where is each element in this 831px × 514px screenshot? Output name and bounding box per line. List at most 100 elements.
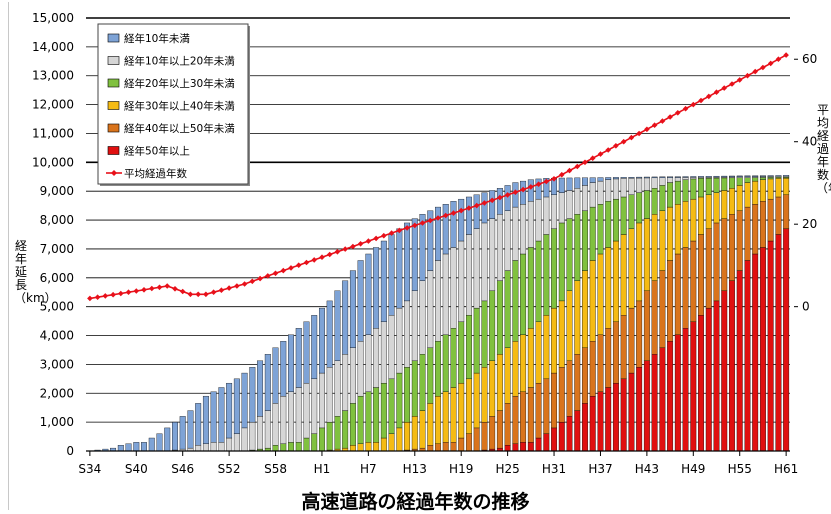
bar-segment — [566, 177, 573, 191]
y-tick-label: 4,000 — [40, 329, 74, 343]
bar-segment — [272, 403, 279, 446]
bar-segment — [736, 270, 743, 452]
y-axis-label: 経年延長（km） — [14, 239, 57, 305]
y-tick-label: 9,000 — [40, 184, 74, 198]
bar-segment — [690, 198, 697, 242]
bar-segment — [527, 387, 534, 443]
average-age-point — [342, 246, 348, 252]
average-age-point — [783, 52, 789, 58]
y-tick-label: 13,000 — [32, 69, 74, 83]
bar-segment — [465, 378, 472, 434]
bar-segment — [628, 177, 635, 195]
bar-segment — [388, 315, 395, 380]
bar-segment — [628, 228, 635, 309]
bar-segment — [775, 196, 782, 235]
bar-segment — [636, 222, 643, 302]
bar-segment — [659, 210, 666, 271]
bar-segment — [713, 175, 720, 178]
average-age-point — [326, 251, 333, 258]
average-age-point — [311, 257, 317, 263]
bar-segment — [496, 214, 503, 281]
bar-segment — [520, 180, 527, 205]
bar-segment — [481, 222, 488, 302]
bar-segment — [141, 442, 147, 452]
x-tick-label: H49 — [681, 462, 705, 476]
y-tick-label: 2,000 — [40, 386, 74, 400]
bar-segment — [504, 445, 511, 452]
bar-segment — [419, 280, 426, 355]
bar-segment — [535, 178, 542, 200]
bar-segment — [543, 433, 550, 452]
average-age-point — [87, 295, 93, 302]
y-tick-label: 15,000 — [32, 11, 74, 25]
bar-segment — [674, 253, 681, 335]
average-age-point — [528, 184, 534, 190]
average-age-point — [241, 281, 248, 287]
bar-segment — [767, 177, 774, 180]
average-age-point — [450, 210, 457, 216]
legend-label: 経年50年以上 — [124, 145, 190, 158]
bar-segment — [566, 416, 573, 452]
bar-segment — [458, 240, 465, 323]
bar-segment — [551, 307, 558, 374]
y-tick-label: 10,000 — [32, 155, 74, 169]
bar-segment — [388, 234, 395, 316]
bar-segment — [783, 175, 790, 177]
y-tick-label: 1,000 — [40, 415, 74, 429]
legend-label: 経年30年以上40年未満 — [124, 100, 235, 113]
bar-segment — [334, 416, 341, 450]
bar-segment — [512, 395, 519, 444]
bar-segment — [295, 328, 302, 388]
bar-segment — [767, 178, 774, 200]
bar-segment — [643, 360, 650, 452]
bar-segment — [690, 240, 697, 323]
average-age-point — [713, 89, 720, 95]
bar-segment — [133, 442, 140, 452]
average-age-point — [210, 289, 217, 295]
bar-segment — [775, 175, 782, 177]
bar-segment — [783, 194, 790, 229]
average-age-point — [149, 285, 155, 292]
bar-segment — [705, 176, 712, 178]
bar-segment — [349, 403, 356, 446]
bar-segment — [357, 395, 364, 444]
bar-segment — [435, 260, 441, 342]
bar-segment — [620, 315, 627, 380]
average-age-point — [249, 278, 256, 285]
y2-axis-ticks: 0 20 40 60 — [794, 52, 817, 314]
average-age-point — [636, 130, 642, 137]
x-tick-label: S46 — [171, 462, 194, 476]
average-age-point — [102, 293, 109, 299]
bar-segment — [705, 228, 712, 309]
bar-segment — [721, 175, 728, 178]
bar-segment — [264, 410, 271, 449]
bar-segment — [419, 354, 426, 411]
y-tick-label: 3,000 — [40, 357, 74, 371]
bar-series — [94, 175, 790, 452]
bar-segment — [357, 443, 364, 452]
average-age-point — [690, 101, 697, 108]
bar-segment — [597, 253, 604, 335]
bar-segment — [620, 196, 627, 235]
bar-segment — [597, 204, 604, 255]
bar-segment — [249, 367, 256, 423]
bar-segment — [775, 178, 782, 198]
bar-segment — [342, 354, 349, 411]
average-age-point — [760, 64, 766, 71]
bar-segment — [736, 177, 743, 186]
bar-segment — [311, 433, 318, 452]
average-age-point — [118, 290, 124, 297]
bar-segment — [280, 395, 287, 444]
bar-segment — [682, 201, 689, 248]
bar-segment — [558, 222, 565, 302]
bar-segment — [388, 378, 395, 434]
bar-segment — [450, 387, 457, 443]
y-tick-label: 11,000 — [32, 126, 74, 140]
bar-segment — [589, 177, 596, 183]
bar-segment — [659, 185, 666, 211]
bar-segment — [288, 391, 294, 443]
bar-segment — [450, 442, 457, 452]
average-age-point — [651, 122, 658, 128]
bar-segment — [667, 341, 674, 452]
bar-segment — [442, 334, 449, 392]
